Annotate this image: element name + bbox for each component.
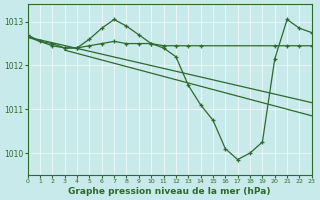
- X-axis label: Graphe pression niveau de la mer (hPa): Graphe pression niveau de la mer (hPa): [68, 187, 271, 196]
